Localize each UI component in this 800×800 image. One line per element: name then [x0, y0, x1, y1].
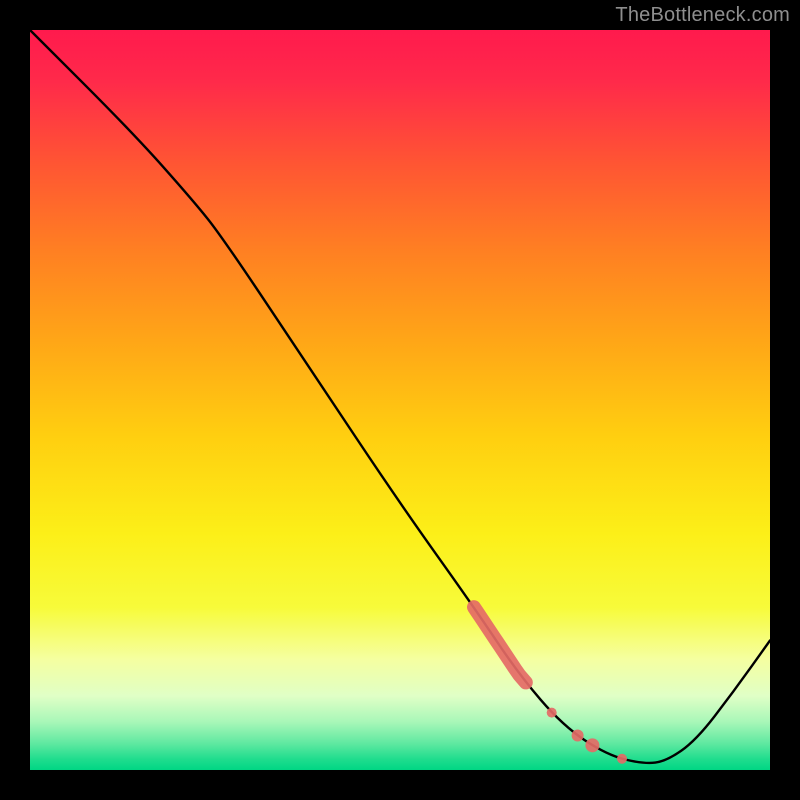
highlight-dot [585, 738, 599, 752]
highlight-dot [547, 708, 557, 718]
highlight-dot [617, 754, 627, 764]
highlight-dot [572, 729, 584, 741]
plot-area [30, 30, 770, 770]
bottleneck-curve-chart [30, 30, 770, 770]
watermark-label: TheBottleneck.com [615, 4, 790, 27]
chart-frame: TheBottleneck.com [0, 0, 800, 800]
